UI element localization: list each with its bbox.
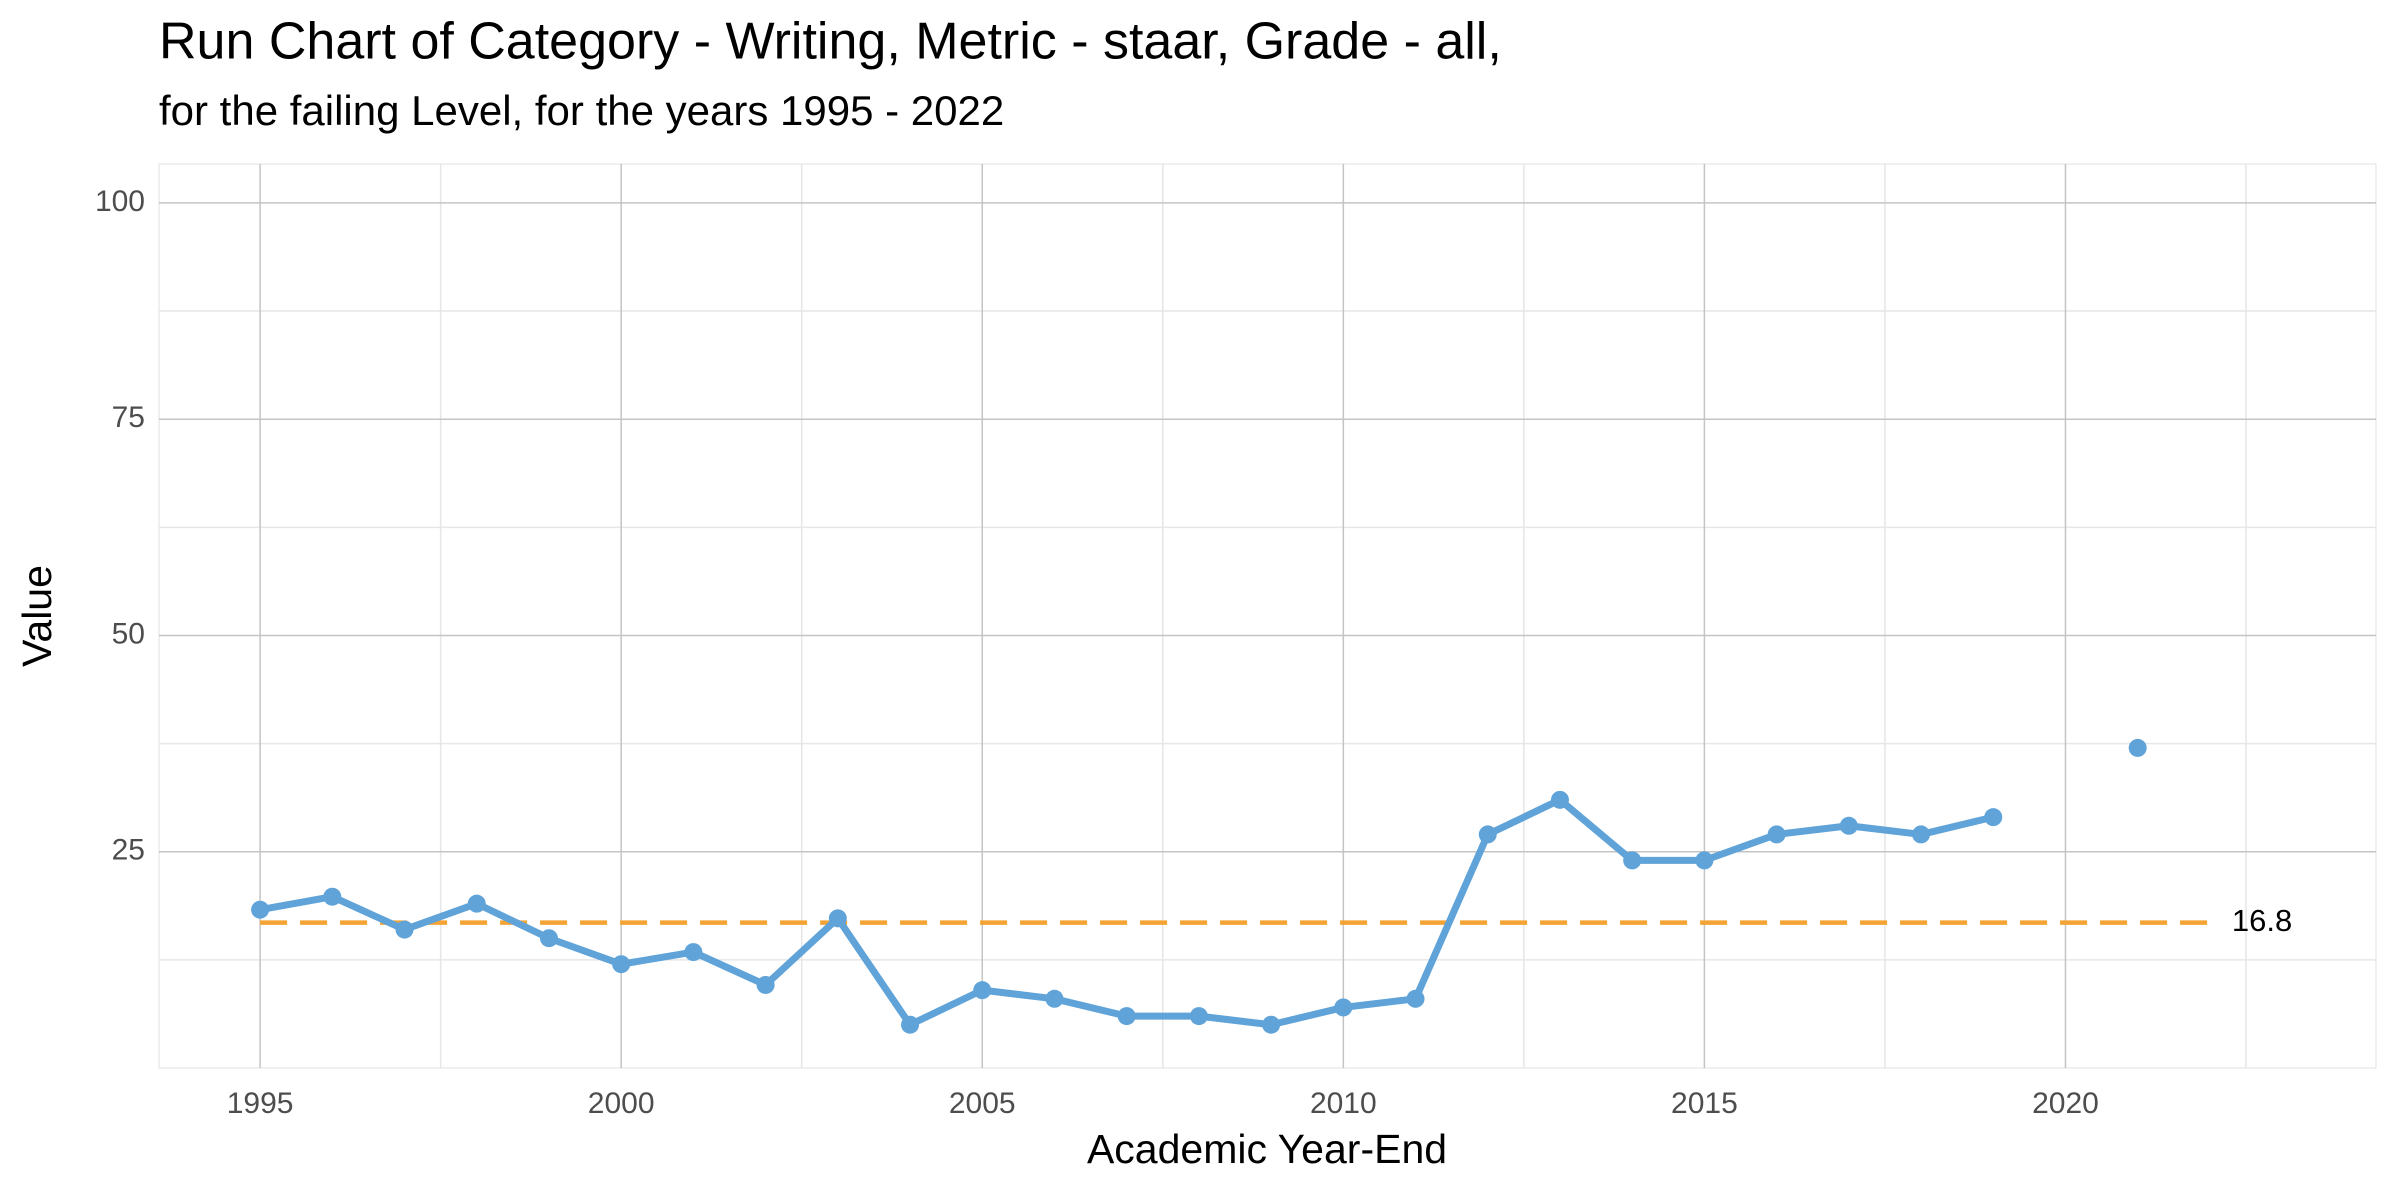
x-tick-label: 2000 xyxy=(588,1087,655,1120)
reference-label: 16.8 xyxy=(2232,903,2292,938)
data-point xyxy=(251,900,270,919)
data-point xyxy=(1478,825,1497,844)
data-point xyxy=(1839,816,1858,835)
x-tick-label: 2010 xyxy=(1310,1087,1377,1120)
y-axis-title: Value xyxy=(14,565,60,667)
data-point xyxy=(612,955,631,974)
data-point xyxy=(1912,825,1931,844)
y-tick-label: 75 xyxy=(112,401,145,434)
x-tick-label: 2015 xyxy=(1671,1087,1738,1120)
data-point xyxy=(1695,851,1714,870)
data-point xyxy=(323,887,342,906)
data-point xyxy=(1623,851,1642,870)
chart-subtitle: for the failing Level, for the years 199… xyxy=(159,87,1004,134)
data-point xyxy=(1334,998,1353,1017)
y-tick-label: 25 xyxy=(112,834,145,867)
data-point xyxy=(1406,989,1425,1008)
data-point xyxy=(539,929,558,948)
data-point xyxy=(828,909,847,928)
x-tick-label: 2005 xyxy=(949,1087,1016,1120)
y-tick-label: 50 xyxy=(112,617,145,650)
data-point xyxy=(756,975,775,994)
x-tick-label: 1995 xyxy=(227,1087,294,1120)
data-point xyxy=(467,894,486,913)
series-line xyxy=(260,748,2138,1025)
data-point xyxy=(1262,1015,1281,1034)
data-point xyxy=(395,920,414,939)
x-axis-title: Academic Year-End xyxy=(1087,1126,1447,1172)
data-point xyxy=(1189,1007,1208,1026)
plot-panel xyxy=(158,163,2377,1069)
data-point xyxy=(1550,790,1569,809)
data-point xyxy=(901,1015,920,1034)
data-point xyxy=(1117,1007,1136,1026)
data-point xyxy=(1984,808,2003,827)
y-tick-label: 100 xyxy=(95,185,145,218)
data-point xyxy=(973,981,992,1000)
chart-title: Run Chart of Category - Writing, Metric … xyxy=(159,13,1502,71)
data-point xyxy=(2128,738,2147,757)
data-point xyxy=(1767,825,1786,844)
data-point xyxy=(684,943,703,962)
x-tick-label: 2020 xyxy=(2032,1087,2099,1120)
data-point xyxy=(1045,989,1064,1008)
